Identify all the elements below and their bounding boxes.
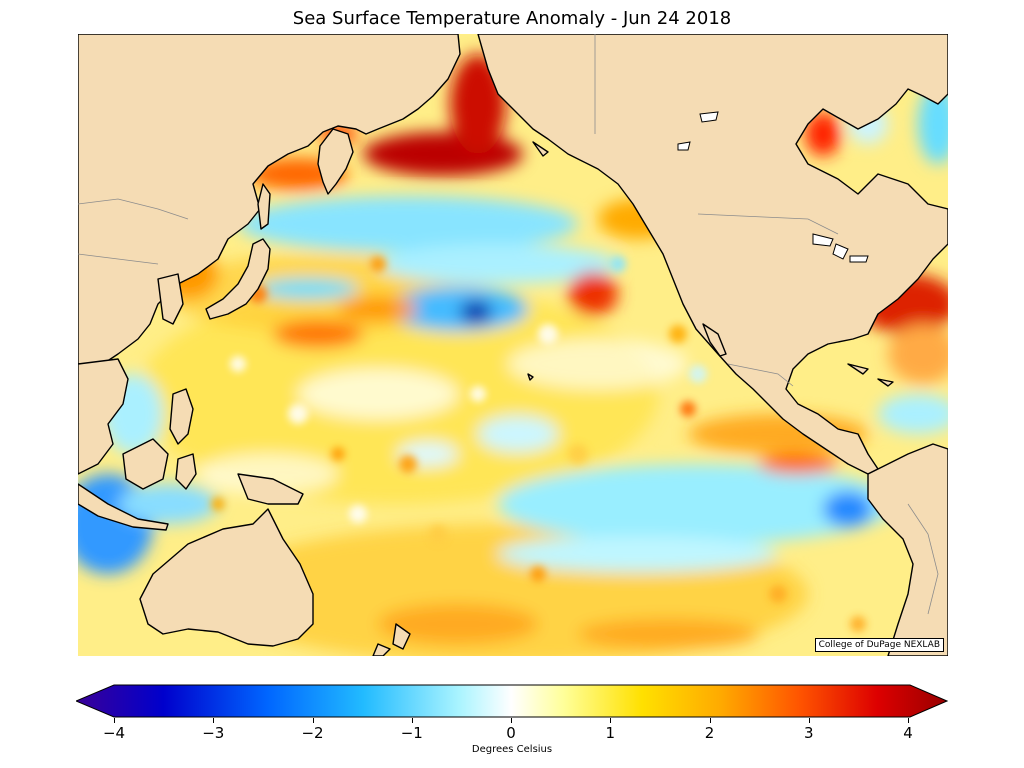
colorbar-tick-label: −2 bbox=[301, 724, 324, 742]
colorbar-tick-label: 1 bbox=[605, 724, 616, 742]
land-australia bbox=[139, 508, 314, 647]
colorbar-tick-label: 3 bbox=[803, 724, 814, 742]
land-new-zealand bbox=[392, 623, 411, 650]
land-philippines bbox=[169, 388, 194, 445]
colorbar-gradient bbox=[76, 684, 948, 718]
map-title: Sea Surface Temperature Anomaly - Jun 24… bbox=[292, 8, 732, 29]
anomaly-field bbox=[78, 54, 948, 656]
land-hawaii bbox=[527, 373, 534, 381]
sst-anomaly-map: College of DuPage NEXLAB bbox=[78, 34, 948, 656]
credit-label: College of DuPage NEXLAB bbox=[814, 638, 944, 652]
colorbar-tick bbox=[312, 718, 314, 723]
land-north-america bbox=[477, 34, 948, 475]
landmasses bbox=[78, 34, 948, 656]
colorbar-label: Degrees Celsius bbox=[471, 744, 553, 755]
colorbar-tick-label: −3 bbox=[202, 724, 225, 742]
land-new-guinea bbox=[237, 473, 304, 505]
colorbar-tick bbox=[709, 718, 711, 723]
colorbar-tick-label: 0 bbox=[506, 724, 516, 742]
colorbar-tick-label: 4 bbox=[903, 724, 913, 742]
colorbar-tick-label: 2 bbox=[704, 724, 715, 742]
colorbar-tick bbox=[610, 718, 612, 723]
colorbar-tick bbox=[411, 718, 413, 723]
land-kamchatka bbox=[317, 128, 354, 195]
colorbar-tick-label: −4 bbox=[102, 724, 126, 742]
colorbar-tick bbox=[511, 718, 512, 723]
cool-central-blob bbox=[460, 300, 492, 324]
colorbar-tick bbox=[908, 718, 909, 723]
colorbar-tick-label: −1 bbox=[400, 724, 423, 742]
cool-eastern-equatorial bbox=[498, 464, 898, 544]
colorbar bbox=[76, 684, 948, 718]
colorbar-ticks: −4 −3 −2 −1 0 1 2 3 4 bbox=[0, 718, 1024, 748]
colorbar-tick bbox=[808, 718, 810, 723]
land-southeast-asia bbox=[78, 358, 129, 475]
colorbar-tick bbox=[114, 718, 115, 723]
cool-north-pacific-band bbox=[238, 196, 578, 252]
warm-bering-sea bbox=[363, 132, 523, 176]
warm-northeast-pacific bbox=[568, 272, 618, 316]
land-borneo bbox=[122, 438, 169, 490]
colorbar-tick bbox=[213, 718, 215, 723]
land-japan bbox=[205, 238, 271, 320]
